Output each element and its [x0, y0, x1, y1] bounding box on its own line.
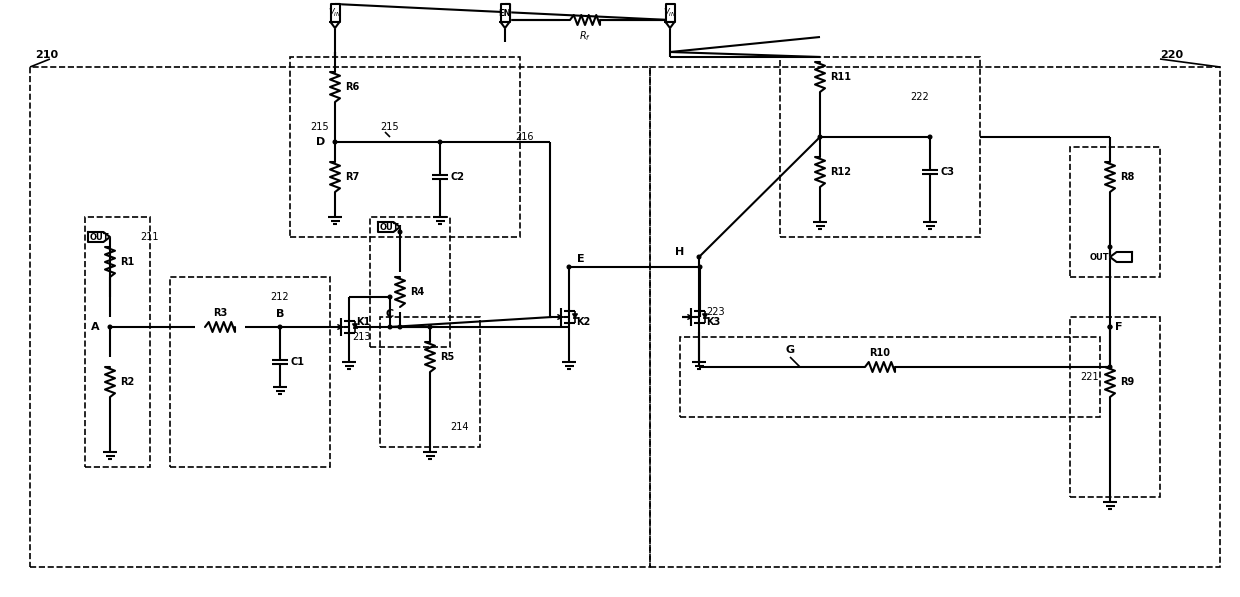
Text: R11: R11	[830, 72, 851, 82]
Text: OUT: OUT	[379, 223, 399, 232]
Bar	[86, 217, 150, 467]
Text: 211: 211	[140, 232, 159, 242]
Bar	[170, 277, 330, 467]
Bar	[1070, 317, 1159, 497]
Circle shape	[398, 325, 402, 329]
Polygon shape	[1110, 252, 1132, 262]
Text: R10: R10	[869, 348, 890, 358]
Circle shape	[818, 135, 822, 139]
Circle shape	[388, 325, 392, 329]
Circle shape	[698, 265, 702, 269]
Text: 222: 222	[910, 92, 929, 102]
Polygon shape	[331, 22, 340, 28]
Polygon shape	[703, 314, 708, 318]
Text: 223: 223	[706, 307, 724, 317]
Text: 213: 213	[352, 332, 371, 342]
Polygon shape	[501, 4, 510, 22]
Polygon shape	[378, 222, 401, 232]
Text: 214: 214	[450, 422, 469, 432]
Text: 216: 216	[515, 132, 533, 142]
Text: R5: R5	[440, 352, 454, 362]
Text: K1: K1	[356, 317, 371, 327]
Circle shape	[428, 325, 432, 329]
Text: A: A	[92, 322, 100, 332]
Text: 220: 220	[1159, 50, 1183, 60]
Bar	[30, 67, 650, 567]
Text: $V_{IN}$: $V_{IN}$	[329, 7, 342, 19]
Text: G: G	[785, 345, 795, 355]
Bar	[1070, 147, 1159, 277]
Circle shape	[1109, 245, 1112, 249]
Circle shape	[334, 140, 337, 144]
Bar	[290, 57, 520, 237]
Circle shape	[567, 265, 570, 269]
Text: C: C	[386, 309, 394, 319]
Text: F: F	[1115, 322, 1122, 332]
Bar	[780, 57, 980, 237]
Circle shape	[1109, 325, 1112, 329]
Text: 215: 215	[379, 122, 398, 132]
Text: E: E	[577, 254, 584, 264]
Text: R3: R3	[213, 308, 227, 318]
Text: R1: R1	[120, 257, 134, 267]
Text: $V_{IN}$: $V_{IN}$	[663, 7, 677, 19]
Polygon shape	[331, 4, 340, 22]
Text: EN: EN	[498, 8, 511, 17]
Text: R12: R12	[830, 167, 851, 177]
Circle shape	[388, 295, 392, 299]
Circle shape	[398, 230, 402, 234]
Text: 212: 212	[270, 292, 289, 302]
Bar	[680, 337, 1100, 417]
Text: 210: 210	[35, 50, 58, 60]
Text: OUT: OUT	[89, 232, 109, 242]
Text: C1: C1	[290, 357, 304, 367]
Circle shape	[697, 255, 701, 259]
Text: B: B	[275, 309, 284, 319]
Polygon shape	[352, 324, 357, 328]
Polygon shape	[501, 22, 510, 28]
Circle shape	[929, 135, 931, 139]
Polygon shape	[666, 22, 675, 28]
Text: K2: K2	[577, 317, 590, 327]
Bar	[370, 217, 450, 347]
Text: OUT: OUT	[1089, 253, 1109, 261]
Text: D: D	[316, 137, 325, 147]
Text: R8: R8	[1120, 172, 1135, 182]
Text: K3: K3	[706, 317, 720, 327]
Polygon shape	[88, 232, 110, 242]
Text: 215: 215	[310, 122, 329, 132]
Text: R7: R7	[345, 172, 360, 182]
Text: R6: R6	[345, 82, 360, 92]
Text: C3: C3	[940, 167, 954, 177]
Text: 221: 221	[1080, 372, 1099, 382]
Text: R9: R9	[1120, 377, 1135, 387]
Circle shape	[438, 140, 441, 144]
Circle shape	[278, 325, 281, 329]
Text: H: H	[675, 247, 684, 257]
Circle shape	[108, 325, 112, 329]
Polygon shape	[666, 4, 675, 22]
Bar	[379, 317, 480, 447]
Circle shape	[1109, 325, 1112, 329]
Text: R2: R2	[120, 377, 134, 387]
Text: $R_f$: $R_f$	[579, 29, 591, 43]
Circle shape	[1109, 365, 1112, 369]
Bar	[650, 67, 1220, 567]
Polygon shape	[573, 314, 578, 318]
Text: R4: R4	[410, 287, 424, 297]
Text: C2: C2	[450, 172, 464, 182]
